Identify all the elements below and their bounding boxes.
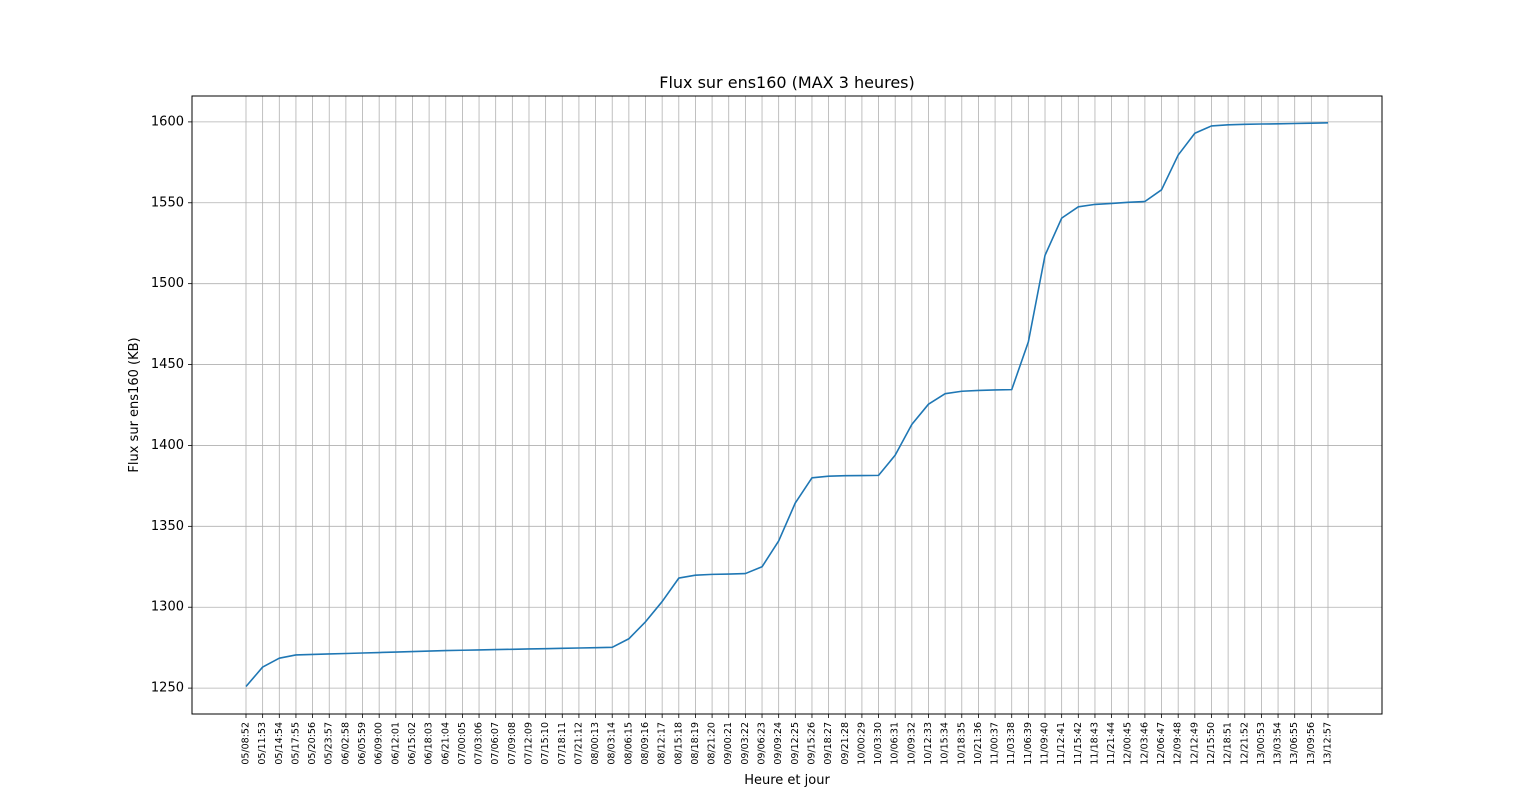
x-tick-label: 06/02:58 xyxy=(340,722,351,765)
x-tick-label: 11/03:38 xyxy=(1006,722,1017,765)
x-tick-label: 06/12:01 xyxy=(390,722,401,765)
grid-y xyxy=(192,121,1382,689)
x-tick-label: 05/20:56 xyxy=(307,722,318,765)
x-tick-label: 07/09:08 xyxy=(507,722,518,765)
x-tick-label: 05/17:55 xyxy=(290,722,301,765)
x-tick-label: 11/18:43 xyxy=(1089,722,1100,765)
y-tick-label: 1450 xyxy=(151,357,184,372)
chart-title: Flux sur ens160 (MAX 3 heures) xyxy=(659,73,915,92)
x-tick-label: 05/14:54 xyxy=(274,722,285,765)
x-tick-label: 12/03:46 xyxy=(1139,722,1150,765)
x-tick-label: 12/12:49 xyxy=(1189,722,1200,765)
y-tick-label: 1500 xyxy=(151,276,184,291)
x-tick-label: 11/06:39 xyxy=(1023,722,1034,765)
x-tick-label: 06/05:59 xyxy=(357,722,368,765)
x-tick-label: 12/18:51 xyxy=(1223,722,1234,765)
x-tick-label: 11/12:41 xyxy=(1056,722,1067,765)
x-tick-label: 10/03:30 xyxy=(873,722,884,765)
plot-area xyxy=(191,95,1383,715)
x-tick-label: 08/12:17 xyxy=(657,722,668,765)
x-tick-label: 08/00:13 xyxy=(590,722,601,765)
x-tick-label: 07/03:06 xyxy=(474,722,485,765)
x-tick-label: 06/09:00 xyxy=(374,722,385,765)
y-tick-label: 1250 xyxy=(151,681,184,696)
x-tick-label: 10/12:33 xyxy=(923,722,934,765)
x-tick-label: 05/23:57 xyxy=(324,722,335,765)
x-tick-label: 09/21:28 xyxy=(840,722,851,765)
x-tick-label: 12/06:47 xyxy=(1156,722,1167,765)
x-tick-label: 09/09:24 xyxy=(773,722,784,765)
x-tick-label: 12/09:48 xyxy=(1173,722,1184,765)
x-tick-label: 08/21:20 xyxy=(707,722,718,765)
x-tick-label: 10/00:29 xyxy=(856,722,867,765)
x-tick-label: 11/15:42 xyxy=(1073,722,1084,765)
x-tick-label: 13/09:56 xyxy=(1306,722,1317,765)
x-tick-label: 10/18:35 xyxy=(956,722,967,765)
x-tick-label: 08/03:14 xyxy=(607,722,618,765)
x-tick-label: 11/00:37 xyxy=(990,722,1001,765)
x-tick-label: 07/15:10 xyxy=(540,722,551,765)
y-tick-label: 1400 xyxy=(151,438,184,453)
x-tick-label: 13/06:55 xyxy=(1289,722,1300,765)
y-tick-label: 1300 xyxy=(151,600,184,615)
y-axis: 1250 1300 1350 1400 1450 1500 1550 1600 xyxy=(151,114,192,696)
x-tick-label: 11/09:40 xyxy=(1040,722,1051,765)
x-tick-label: 13/03:54 xyxy=(1273,722,1284,765)
x-tick-label: 12/00:45 xyxy=(1123,722,1134,765)
x-tick-label: 06/15:02 xyxy=(407,722,418,765)
x-tick-label: 08/09:16 xyxy=(640,722,651,765)
x-tick-label: 10/09:32 xyxy=(906,722,917,765)
x-tick-label: 07/06:07 xyxy=(490,722,501,765)
x-tick-label: 11/21:44 xyxy=(1106,722,1117,765)
x-tick-label: 13/12:57 xyxy=(1323,722,1334,765)
x-tick-label: 08/18:19 xyxy=(690,722,701,765)
x-tick-label: 07/12:09 xyxy=(523,722,534,765)
x-tick-label: 09/00:21 xyxy=(723,722,734,765)
x-tick-label: 07/21:12 xyxy=(573,722,584,765)
x-tick-label: 09/12:25 xyxy=(790,722,801,765)
grid-x xyxy=(245,96,1329,714)
y-tick-label: 1600 xyxy=(151,114,184,129)
series-line xyxy=(245,122,1329,688)
x-axis: 05/08:52 05/11:53 05/14:54 05/17:55 05/20:56… xyxy=(241,714,1334,765)
x-tick-label: 12/21:52 xyxy=(1239,722,1250,765)
x-tick-label: 07/00:05 xyxy=(457,722,468,765)
x-tick-label: 10/15:34 xyxy=(940,722,951,765)
x-tick-label: 08/06:15 xyxy=(623,722,634,765)
y-axis-label: Flux sur ens160 (KB) xyxy=(127,337,142,472)
x-tick-label: 13/00:53 xyxy=(1256,722,1267,765)
x-tick-label: 07/18:11 xyxy=(557,722,568,765)
x-tick-label: 06/18:03 xyxy=(424,722,435,765)
x-tick-label: 08/15:18 xyxy=(673,722,684,765)
x-tick-label: 12/15:50 xyxy=(1206,722,1217,765)
x-tick-label: 06/21:04 xyxy=(440,722,451,765)
x-tick-label: 09/03:22 xyxy=(740,722,751,765)
x-tick-label: 09/06:23 xyxy=(757,722,768,765)
x-tick-label: 05/11:53 xyxy=(257,722,268,765)
x-axis-label: Heure et jour xyxy=(744,773,830,788)
x-tick-label: 05/08:52 xyxy=(241,722,252,765)
x-tick-label: 10/21:36 xyxy=(973,722,984,765)
y-tick-label: 1350 xyxy=(151,519,184,534)
x-tick-label: 10/06:31 xyxy=(890,722,901,765)
x-tick-label: 09/15:26 xyxy=(806,722,817,765)
y-tick-label: 1550 xyxy=(151,195,184,210)
x-tick-label: 09/18:27 xyxy=(823,722,834,765)
